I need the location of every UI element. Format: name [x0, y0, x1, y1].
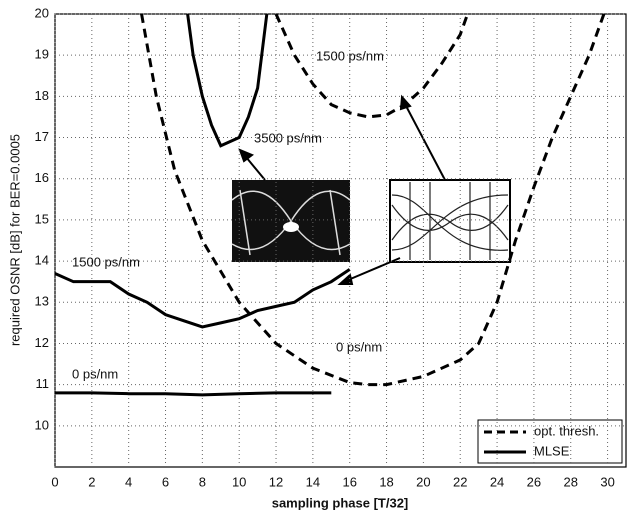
x-tick-label: 4	[125, 474, 132, 489]
legend-label: opt. thresh.	[534, 423, 599, 438]
data-line	[55, 391, 332, 397]
x-axis-label: sampling phase [T/32]	[272, 495, 409, 510]
y-tick-label: 20	[35, 5, 49, 20]
annotation: 0 ps/nm	[336, 339, 382, 354]
y-tick-label: 13	[35, 294, 49, 309]
x-tick-label: 0	[51, 474, 58, 489]
legend	[477, 419, 623, 464]
data-line	[186, 13, 269, 148]
x-tick-label: 14	[306, 474, 320, 489]
x-tick-label: 12	[269, 474, 283, 489]
annotation: 3500 ps/nm	[254, 130, 322, 145]
y-axis-label: required OSNR [dB] for BER=0.0005	[7, 134, 22, 346]
annotation: 1500 ps/nm	[316, 48, 384, 63]
annotation: 0 ps/nm	[72, 366, 118, 381]
x-tick-label: 18	[379, 474, 393, 489]
data-line	[274, 13, 470, 119]
y-tick-label: 14	[35, 253, 49, 268]
y-tick-label: 15	[35, 211, 49, 226]
y-tick-label: 17	[35, 129, 49, 144]
eye-diagram	[389, 179, 511, 263]
x-tick-label: 10	[232, 474, 246, 489]
x-tick-label: 16	[342, 474, 356, 489]
x-tick-label: 8	[199, 474, 206, 489]
y-tick-label: 19	[35, 47, 49, 62]
data-line	[54, 268, 351, 329]
annotation: 1500 ps/nm	[72, 254, 140, 269]
x-tick-label: 24	[490, 474, 504, 489]
eye-diagram	[231, 180, 351, 262]
y-tick-label: 18	[35, 88, 49, 103]
plot-frame	[54, 13, 627, 468]
x-tick-label: 26	[527, 474, 541, 489]
y-tick-label: 11	[36, 376, 50, 391]
y-tick-label: 12	[35, 335, 49, 350]
x-tick-label: 2	[88, 474, 95, 489]
x-tick-label: 28	[564, 474, 578, 489]
legend-label: MLSE	[534, 443, 570, 458]
x-tick-label: 6	[162, 474, 169, 489]
y-tick-label: 10	[35, 417, 49, 432]
x-tick-label: 20	[416, 474, 430, 489]
data-line	[140, 13, 606, 387]
x-tick-label: 30	[600, 474, 614, 489]
x-tick-label: 22	[453, 474, 467, 489]
y-tick-label: 16	[35, 170, 49, 185]
